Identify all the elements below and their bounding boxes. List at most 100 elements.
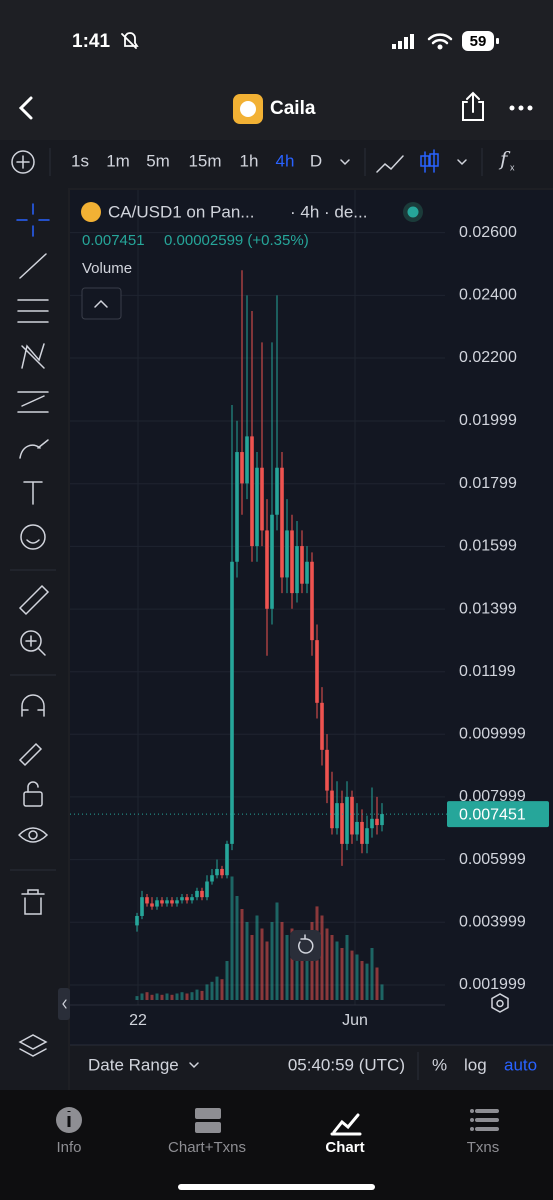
volume-bar	[320, 915, 324, 1000]
candle-body	[255, 467, 259, 547]
candle-body	[310, 561, 314, 641]
fib-tool[interactable]	[17, 299, 49, 323]
volume-bar	[290, 928, 294, 1000]
indicators-button-sub: x	[510, 162, 515, 172]
volume-bar	[350, 950, 354, 1000]
txns-icon	[475, 1109, 499, 1131]
status-dot	[407, 206, 419, 218]
legend-price: 0.007451	[82, 232, 145, 249]
lock-tool[interactable]	[23, 791, 43, 807]
y-tick-label: 0.001999	[459, 976, 526, 993]
tab-label[interactable]: Chart	[325, 1139, 364, 1156]
interval-button[interactable]: 1h	[240, 151, 259, 170]
add-indicator[interactable]	[11, 150, 35, 174]
candle-body	[345, 796, 349, 844]
candle-body	[175, 900, 179, 904]
trend-line-tool[interactable]	[19, 253, 47, 279]
candle-body	[365, 828, 369, 844]
y-tick-label: 0.007999	[459, 788, 526, 805]
settings-button[interactable]	[491, 993, 509, 1013]
candle-body	[380, 814, 384, 826]
line-chart-button[interactable]	[376, 155, 404, 173]
percent-button[interactable]: %	[432, 1055, 447, 1074]
volume-bar	[265, 941, 269, 1000]
interval-dropdown[interactable]	[340, 159, 350, 166]
volume-bar	[195, 989, 199, 1000]
volume-bar	[370, 948, 374, 1000]
top-bar	[0, 0, 553, 140]
chart-footer-bg	[70, 1045, 553, 1090]
volume-bar	[335, 941, 339, 1000]
candle-body	[210, 875, 214, 882]
home-indicator	[178, 1184, 375, 1190]
last-price-label: 0.007451	[459, 806, 526, 823]
interval-button[interactable]: D	[310, 151, 322, 170]
header-title: Caila	[270, 98, 316, 119]
volume-bar	[180, 992, 184, 1000]
candle-body	[280, 467, 284, 578]
candle-body	[155, 900, 159, 907]
brush-tool[interactable]	[19, 439, 49, 459]
volume-bar	[280, 922, 284, 1000]
interval-button[interactable]: 5m	[146, 151, 170, 170]
volume-bar	[250, 935, 254, 1000]
y-tick-label: 0.01399	[459, 600, 517, 617]
settings-center	[496, 999, 504, 1008]
volume-bar	[275, 902, 279, 1000]
date-range-button[interactable]: Date Range	[88, 1055, 179, 1074]
zoom-tool[interactable]	[20, 630, 42, 652]
tab-label[interactable]: Txns	[467, 1139, 500, 1156]
y-tick-label: 0.003999	[459, 913, 526, 930]
auto-button[interactable]: auto	[504, 1055, 537, 1074]
reset-button[interactable]	[290, 930, 321, 961]
candle-body	[245, 436, 249, 484]
collapse-tab[interactable]	[58, 988, 70, 1020]
candle-body	[140, 897, 144, 916]
measure-tool[interactable]	[18, 584, 50, 616]
volume-bar	[345, 935, 349, 1000]
status-time: 1:41	[72, 31, 110, 52]
volume-bar	[330, 935, 334, 1000]
y-tick-label: 0.01599	[459, 538, 517, 555]
candle-body	[275, 467, 279, 515]
candle-body	[325, 749, 329, 791]
magnet-tool[interactable]	[21, 694, 45, 717]
tab-label[interactable]: Chart+Txns	[168, 1139, 246, 1156]
interval-button[interactable]: 1m	[106, 151, 130, 170]
candle-body	[270, 514, 274, 609]
candle-body	[200, 890, 204, 898]
layers-button[interactable]	[18, 1034, 48, 1057]
volume-bar	[255, 915, 259, 1000]
projection-tool[interactable]	[17, 391, 49, 413]
lock-tool-shackle	[27, 781, 39, 793]
candle-body	[330, 790, 334, 829]
crosshair-tool[interactable]	[16, 203, 50, 237]
collapse-legend-arrow	[94, 299, 108, 308]
candle-body	[165, 900, 169, 904]
interval-button[interactable]: 4h	[276, 151, 295, 170]
share-button[interactable]	[462, 91, 484, 121]
battery-tip	[496, 38, 499, 44]
volume-bar	[375, 967, 379, 1000]
interval-button[interactable]: 15m	[188, 151, 221, 170]
delete-tool[interactable]	[21, 889, 45, 915]
pattern-tool[interactable]	[21, 343, 45, 369]
candle-body	[220, 868, 224, 876]
chart-type-dropdown[interactable]	[457, 159, 467, 166]
text-tool[interactable]	[23, 481, 43, 505]
y-tick-label: 0.02200	[459, 349, 517, 366]
emoji-tool[interactable]	[20, 524, 46, 550]
lock-drawing-tool[interactable]	[18, 742, 43, 767]
date-range-arrow	[189, 1062, 199, 1069]
log-button[interactable]: log	[464, 1055, 487, 1074]
candle-body	[295, 546, 299, 594]
candle-body	[320, 702, 324, 750]
visibility-tool[interactable]	[18, 827, 49, 843]
more-button[interactable]	[509, 105, 533, 111]
interval-button[interactable]: 1s	[71, 151, 89, 170]
collapse-legend-button[interactable]	[81, 287, 122, 320]
volume-bar	[380, 984, 384, 1000]
tab-label[interactable]: Info	[56, 1139, 81, 1156]
back-button[interactable]	[18, 96, 33, 120]
